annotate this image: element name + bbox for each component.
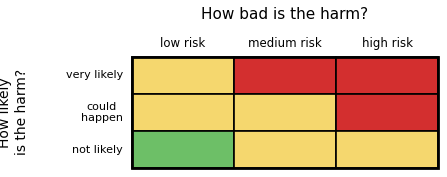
Text: How bad is the harm?: How bad is the harm? <box>202 7 368 22</box>
Bar <box>132 131 234 168</box>
Text: How likely
is the harm?: How likely is the harm? <box>0 69 29 155</box>
Bar <box>336 94 438 131</box>
Bar <box>234 131 336 168</box>
Text: high risk: high risk <box>362 37 413 50</box>
Bar <box>132 57 234 94</box>
Text: could
happen: could happen <box>81 102 123 123</box>
Bar <box>336 57 438 94</box>
Bar <box>132 57 438 168</box>
Bar <box>234 94 336 131</box>
Text: medium risk: medium risk <box>248 37 322 50</box>
Text: not likely: not likely <box>72 145 123 155</box>
Text: low risk: low risk <box>160 37 206 50</box>
Bar <box>336 131 438 168</box>
Bar <box>234 57 336 94</box>
Text: very likely: very likely <box>66 70 123 80</box>
Bar <box>132 94 234 131</box>
